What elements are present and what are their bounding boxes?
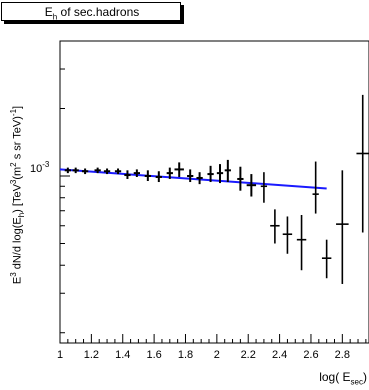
data-points xyxy=(64,94,369,284)
x-tick-label: 1 xyxy=(57,349,63,361)
data-point xyxy=(94,167,101,174)
data-point xyxy=(260,172,268,203)
data-point xyxy=(312,161,319,214)
data-point xyxy=(356,94,369,233)
x-tick-label: 1.6 xyxy=(146,349,161,361)
x-tick-label: 2.4 xyxy=(272,349,287,361)
data-point xyxy=(64,167,71,174)
data-point xyxy=(270,209,280,244)
chart-title: Eh of sec.hadrons xyxy=(44,5,140,22)
fit-line-group xyxy=(59,168,327,190)
data-point xyxy=(216,164,224,184)
data-point xyxy=(72,167,79,174)
x-tick-label: 1.2 xyxy=(84,349,99,361)
x-axis-ticks: 1 1.2 1.4 1.6 1.8 2 2.2 2.4 2.6 2.8 xyxy=(57,334,367,361)
data-point xyxy=(114,168,122,175)
plot-frame xyxy=(59,40,369,344)
x-tick-label: 2.8 xyxy=(335,349,350,361)
data-point xyxy=(207,165,214,183)
data-point xyxy=(224,159,231,183)
data-point xyxy=(237,166,244,191)
data-point xyxy=(282,216,293,254)
y-tick-label-1e-3: 10-3 xyxy=(30,160,50,175)
x-tick-label: 2 xyxy=(214,349,220,361)
data-point xyxy=(187,169,194,183)
data-point xyxy=(124,170,131,179)
title-box: Eh of sec.hadrons xyxy=(1,2,181,21)
fit-line xyxy=(59,168,327,190)
x-tick-label: 2.6 xyxy=(303,349,318,361)
data-point xyxy=(174,162,184,177)
data-point xyxy=(81,168,89,175)
y-axis-ticks xyxy=(60,40,70,334)
data-point xyxy=(196,172,203,185)
x-tick-label: 1.8 xyxy=(178,349,193,361)
data-point xyxy=(246,174,257,197)
x-tick-label: 2.2 xyxy=(241,349,256,361)
x-tick-label: 1.4 xyxy=(115,349,130,361)
y-axis-label: E3 dN/d log(Eh) [TeV3(m2 s sr TeV)-1] xyxy=(9,105,26,285)
x-axis-label: log( Esec) xyxy=(319,370,367,387)
data-point xyxy=(321,239,332,279)
data-point xyxy=(133,169,140,177)
data-point xyxy=(296,215,307,271)
data-point xyxy=(336,170,349,284)
data-point xyxy=(166,167,173,179)
data-point xyxy=(103,168,111,175)
data-point xyxy=(155,171,162,183)
data-point xyxy=(144,170,151,181)
